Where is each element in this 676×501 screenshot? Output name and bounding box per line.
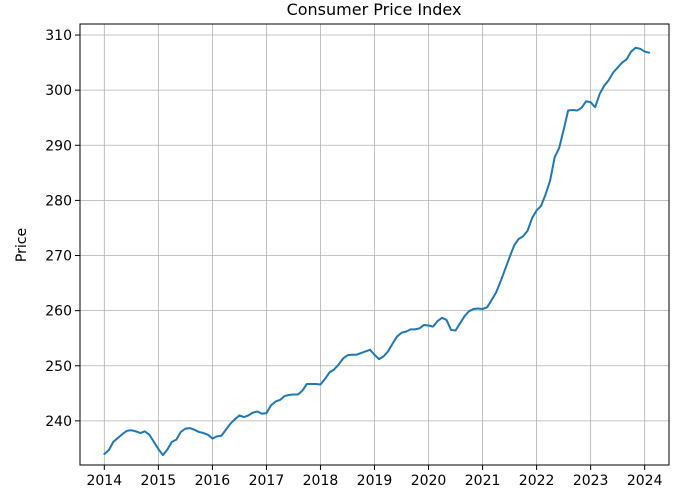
y-axis: 240 250 260 270 280 290 300 310 (45, 28, 80, 430)
y-tick-label: 300 (45, 83, 72, 99)
y-tick-label: 260 (45, 304, 72, 320)
x-tick-label: 2021 (465, 473, 501, 489)
grid-lines (80, 24, 669, 465)
x-tick-label: 2022 (519, 473, 555, 489)
x-tick-label: 2024 (627, 473, 663, 489)
x-tick-label: 2019 (357, 473, 393, 489)
y-tick-label: 250 (45, 359, 72, 375)
x-axis: 2014 2015 2016 2017 2018 2019 2020 2021 2022 2023… (86, 465, 663, 489)
y-tick-label: 270 (45, 249, 72, 265)
y-tick-label: 290 (45, 138, 72, 154)
x-tick-label: 2023 (573, 473, 609, 489)
x-tick-label: 2017 (249, 473, 285, 489)
series-layer (103, 46, 651, 457)
y-tick-label: 310 (45, 28, 72, 44)
x-tick-label: 2015 (141, 473, 177, 489)
chart-title: Consumer Price Index (287, 0, 462, 19)
y-tick-label: 240 (45, 414, 72, 430)
y-axis-label: Price (14, 228, 30, 262)
x-tick-label: 2020 (411, 473, 447, 489)
x-tick-label: 2018 (303, 473, 339, 489)
y-tick-label: 280 (45, 193, 72, 209)
x-tick-label: 2014 (86, 473, 122, 489)
x-tick-label: 2016 (195, 473, 231, 489)
cpi-series-line (103, 46, 651, 457)
